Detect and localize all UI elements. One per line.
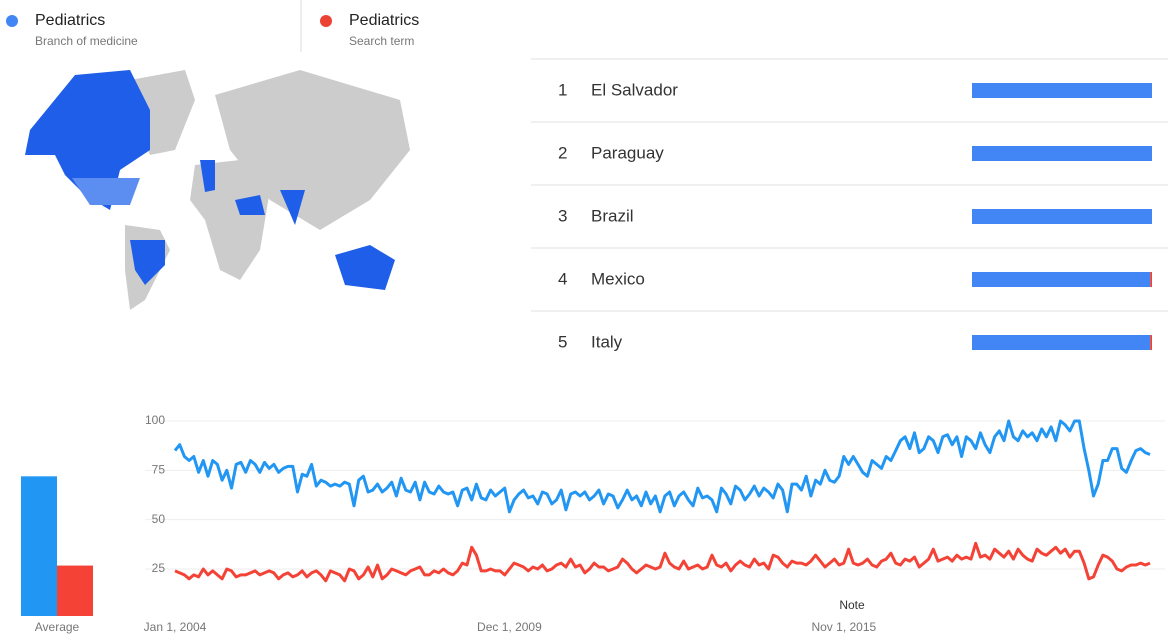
x-tick-label: Nov 1, 2015 — [811, 620, 876, 634]
rank: 4 — [558, 269, 567, 288]
rank: 5 — [558, 332, 567, 351]
x-tick-label: Dec 1, 2009 — [477, 620, 542, 634]
average-bar — [57, 565, 93, 616]
y-tick-label: 75 — [152, 462, 166, 476]
region-bar — [972, 209, 1152, 224]
legend-dot — [320, 15, 332, 27]
region-list: 1 El Salvador 2 Paraguay 3 Brazil 4 Mexico 5 Ital… — [531, 58, 1168, 351]
legend-name: Pediatrics — [35, 12, 105, 29]
map-country-highlight — [72, 178, 140, 205]
x-tick-label: Jan 1, 2004 — [144, 620, 207, 634]
region-bar — [1150, 335, 1152, 350]
map-land — [215, 70, 410, 230]
region-name: El Salvador — [591, 80, 678, 99]
y-tick-label: 100 — [145, 413, 165, 427]
rank: 1 — [558, 80, 567, 99]
region-bar — [972, 83, 1152, 98]
rank: 2 — [558, 143, 567, 162]
map-country-highlight — [280, 190, 305, 225]
y-tick-label: 50 — [152, 512, 166, 526]
rank: 3 — [558, 206, 567, 225]
region-bar — [972, 272, 1151, 287]
map-country-highlight — [335, 245, 395, 290]
map-country-highlight — [130, 240, 165, 285]
average-bar — [21, 476, 57, 616]
legend-name: Pediatrics — [349, 12, 419, 29]
map-country-highlight — [235, 195, 265, 215]
map-country-highlight — [25, 70, 150, 210]
y-tick-label: 25 — [152, 561, 166, 575]
annotation: Note — [839, 598, 865, 612]
region-bar — [1150, 272, 1152, 287]
average-chart: Average — [21, 476, 93, 634]
region-name: Mexico — [591, 269, 645, 288]
region-name: Brazil — [591, 206, 634, 225]
legend-subtitle: Search term — [349, 34, 414, 48]
region-name: Italy — [591, 332, 623, 351]
region-name: Paraguay — [591, 143, 664, 162]
legend-dot — [6, 15, 18, 27]
x-tick-label: Average — [35, 620, 80, 634]
trend-line — [174, 541, 1151, 583]
map — [25, 70, 410, 310]
region-bar — [972, 146, 1152, 161]
trend-chart: 25 50 75 100 Jan 1, 2004 Dec 1, 2009 Nov 1, 20… — [144, 413, 1165, 634]
map-country-highlight — [200, 160, 215, 192]
legend: Pediatrics Branch of medicine Pediatrics Se… — [6, 12, 419, 48]
trend-line — [173, 419, 1151, 514]
legend-subtitle: Branch of medicine — [35, 34, 138, 48]
region-bar — [972, 335, 1151, 350]
